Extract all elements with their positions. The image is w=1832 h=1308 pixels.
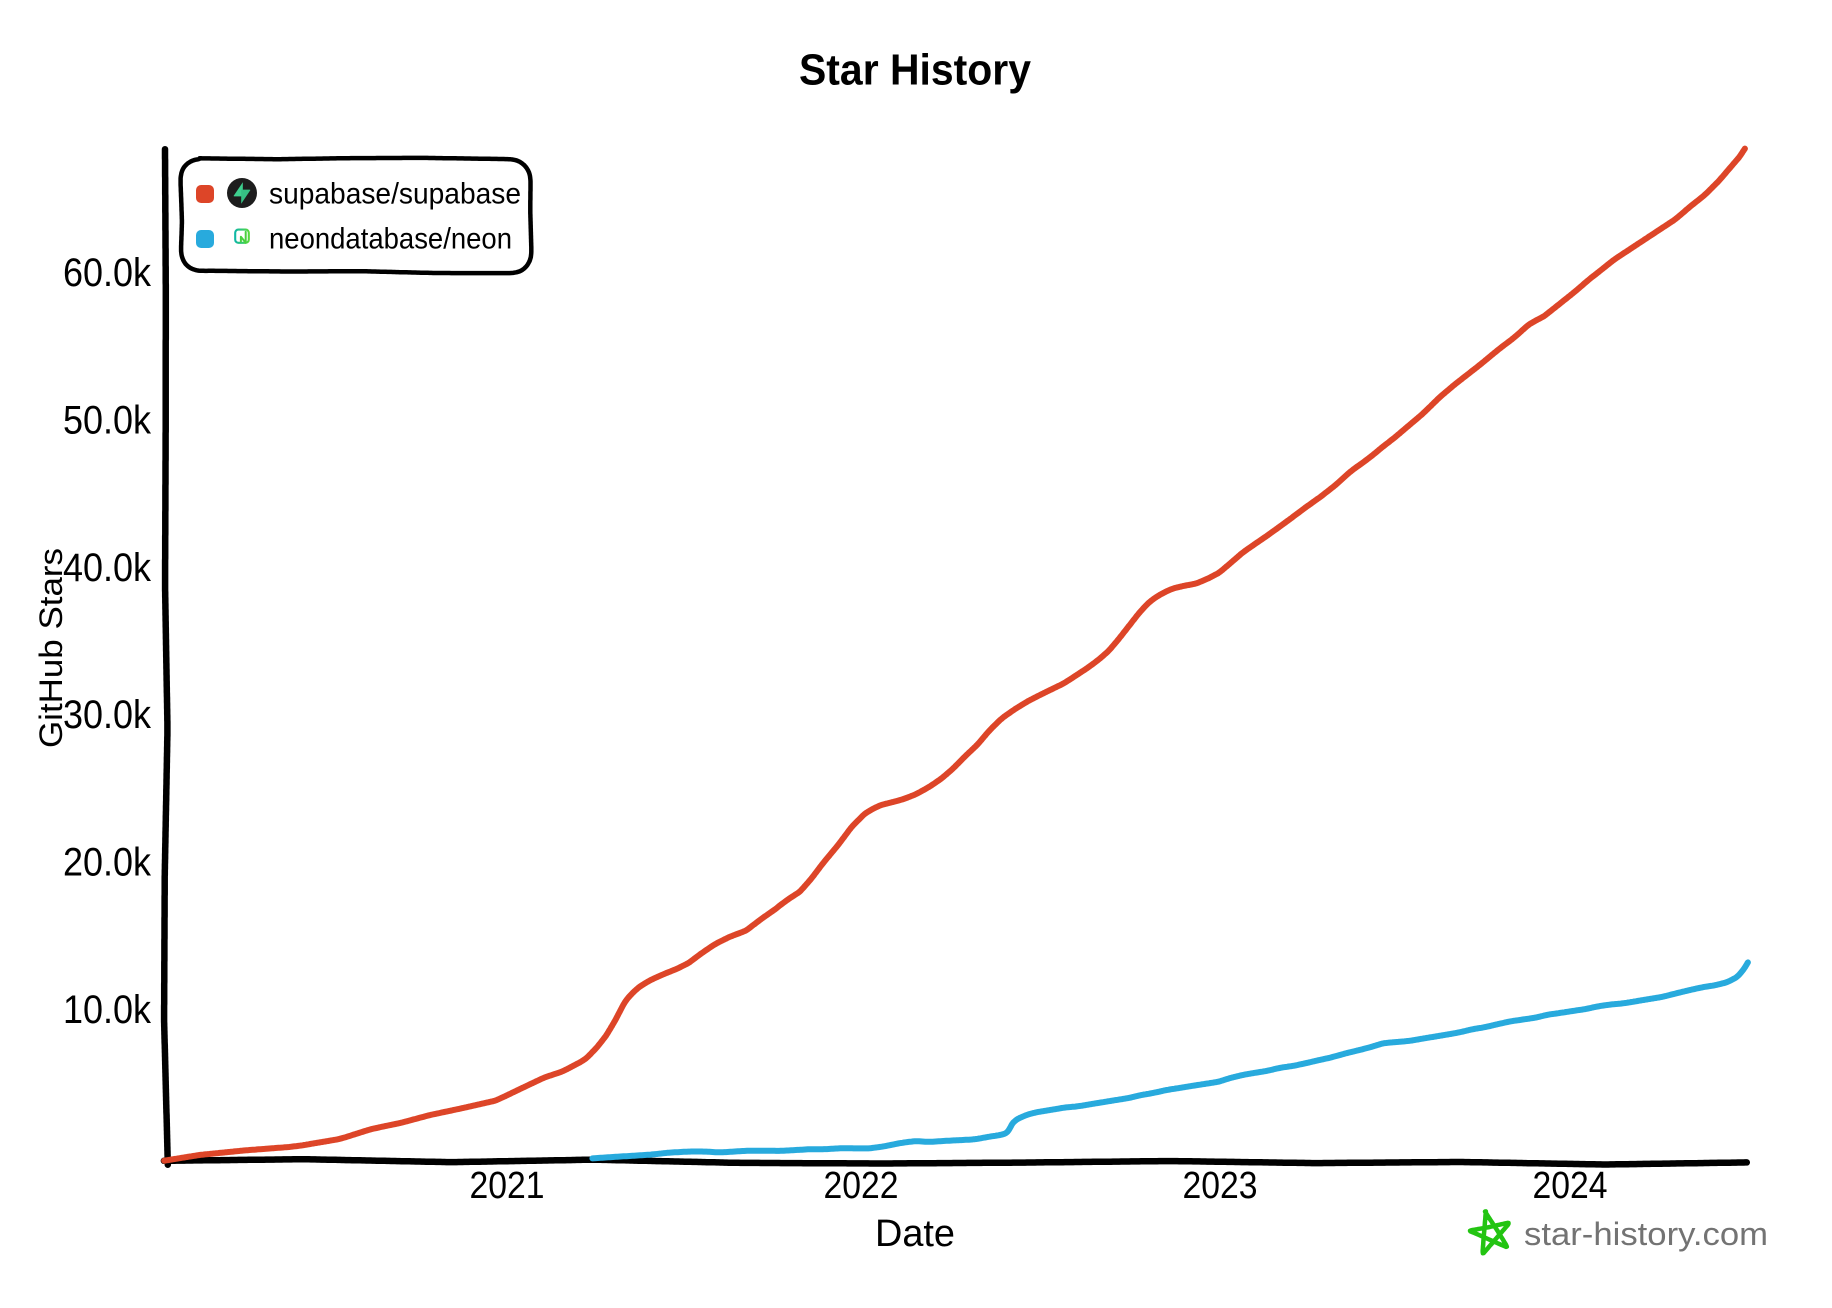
svg-text:2021: 2021 [470,1165,545,1207]
svg-text:20.0k: 20.0k [63,841,152,885]
svg-text:10.0k: 10.0k [63,988,152,1032]
svg-text:2024: 2024 [1533,1165,1608,1207]
svg-text:GitHub Stars: GitHub Stars [33,548,69,748]
svg-text:40.0k: 40.0k [63,546,152,590]
svg-text:supabase/supabase: supabase/supabase [269,178,521,211]
svg-text:neondatabase/neon: neondatabase/neon [269,223,512,256]
svg-text:30.0k: 30.0k [63,693,152,737]
svg-text:Star History: Star History [799,46,1031,95]
svg-text:star-history.com: star-history.com [1524,1216,1768,1252]
svg-text:2022: 2022 [824,1165,899,1207]
svg-text:2023: 2023 [1183,1165,1258,1207]
svg-text:50.0k: 50.0k [63,398,152,442]
svg-text:60.0k: 60.0k [63,251,152,295]
svg-text:Date: Date [875,1213,955,1255]
